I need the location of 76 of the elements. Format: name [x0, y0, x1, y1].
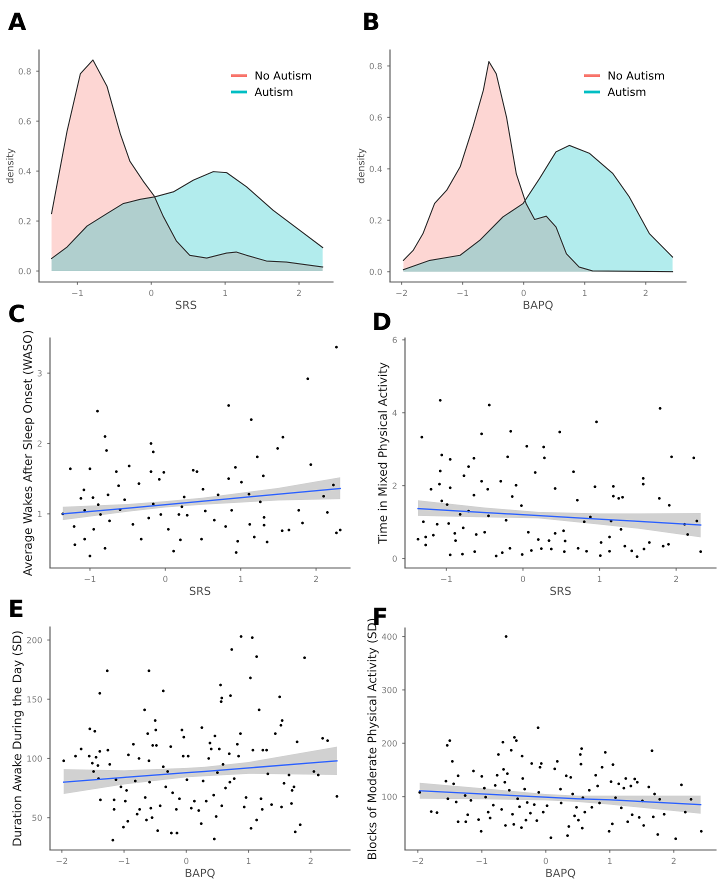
y-tick-label: 0.0 [18, 268, 31, 274]
x-tick-label: −1 [118, 858, 130, 864]
y-tick-label: 50 [32, 814, 42, 821]
x-tick-label: −1 [72, 290, 83, 296]
y-tick-label: 0.2 [18, 218, 31, 224]
y-tick-label: 0.8 [18, 68, 31, 75]
line-series [63, 760, 338, 783]
y-axis-title: Duration Awake During the Day (SD) [12, 631, 24, 846]
x-tick-label: 0 [520, 576, 526, 582]
x-tick-label: 0 [544, 858, 548, 864]
chart-title: E [10, 600, 22, 617]
x-tick-label: 1 [246, 858, 250, 864]
y-tick-label: 0.2 [370, 217, 382, 224]
y-tick-label: 3 [38, 370, 42, 376]
x-tick-label: −1 [457, 290, 468, 296]
y-tick-label: 0.4 [370, 166, 382, 172]
chart-title: D [374, 312, 390, 330]
legend-label: No Autism [608, 71, 664, 80]
y-tick-label: 1 [38, 510, 42, 518]
x-axis-title: BAPQ [524, 300, 553, 310]
x-tick-label: −1 [476, 858, 488, 864]
y-tick-label: 0.6 [18, 118, 31, 124]
x-tick-label: 1 [223, 290, 228, 296]
x-tick-label: −1 [441, 576, 452, 582]
y-tick-label: 100 [27, 755, 42, 762]
y-tick-label: 200 [382, 740, 397, 747]
x-tick-label: 2 [644, 290, 648, 296]
y-tick-label: 0.8 [370, 62, 382, 70]
x-axis-title: SRS [176, 300, 196, 310]
x-tick-label: −2 [396, 290, 407, 296]
y-tick-label: 6 [392, 336, 397, 344]
y-axis-title: Time in Mixed Physical Activity [378, 362, 390, 544]
y-tick-label: 100 [382, 794, 397, 800]
x-tick-label: 1 [238, 576, 243, 582]
x-tick-label: 0 [149, 290, 154, 296]
chart-title: B [364, 12, 378, 30]
x-tick-label: 2 [672, 858, 676, 864]
x-tick-label: 0 [163, 576, 168, 582]
y-axis-title: Average Wakes After Sleep Onset (WASO) [22, 330, 34, 576]
x-tick-label: −1 [84, 576, 96, 582]
chart-title: A [8, 12, 26, 30]
y-tick-label: 4 [392, 410, 397, 416]
y-tick-label: 400 [382, 634, 397, 640]
line-series [419, 790, 702, 806]
x-tick-label: 0 [184, 858, 188, 864]
y-tick-label: 0.0 [370, 268, 382, 275]
x-axis-title: SRS [190, 586, 210, 596]
x-tick-label: 2 [314, 576, 318, 582]
line-series [417, 508, 702, 526]
legend-label: Autism [608, 87, 646, 96]
y-tick-label: 0.6 [370, 114, 382, 121]
y-tick-label: 2 [38, 440, 42, 447]
x-tick-label: 2 [308, 858, 313, 864]
y-tick-label: 0 [392, 556, 397, 562]
x-tick-label: 1 [598, 576, 602, 582]
y-tick-label: 150 [27, 696, 42, 703]
y-tick-label: 0.4 [18, 168, 31, 174]
x-axis-title: SRS [550, 586, 571, 596]
y-tick-label: 2 [392, 482, 397, 489]
y-tick-label: 300 [382, 686, 397, 694]
x-tick-label: 1 [582, 290, 587, 296]
y-axis-title: density [6, 148, 16, 184]
y-tick-label: 200 [27, 637, 42, 644]
x-axis-title: BAPQ [546, 868, 576, 878]
x-axis-title: BAPQ [186, 868, 215, 878]
legend-label: Autism [254, 87, 292, 96]
y-axis-title: density [356, 148, 366, 184]
x-tick-label: 2 [674, 576, 678, 582]
legend-label: No Autism [256, 71, 311, 80]
x-tick-label: 2 [296, 290, 301, 296]
x-tick-label: 0 [522, 290, 526, 296]
line-series [62, 488, 341, 515]
x-tick-label: −2 [56, 858, 68, 864]
chart-title: C [9, 304, 24, 322]
x-tick-label: −2 [412, 858, 424, 864]
x-tick-label: 1 [608, 858, 612, 864]
